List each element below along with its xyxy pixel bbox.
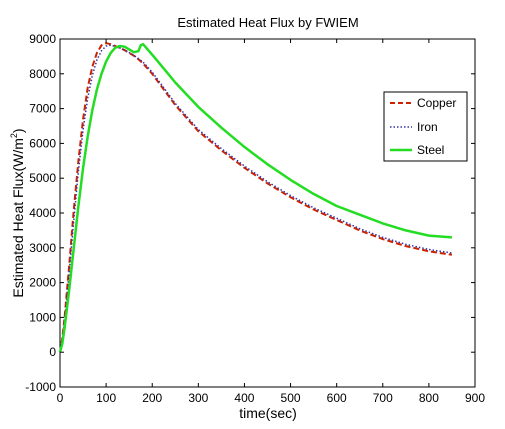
y-axis-label: Estimated Heat Flux(W/m2) — [9, 128, 26, 297]
y-tick-label: 6000 — [29, 136, 56, 150]
series-line-copper — [59, 42, 453, 353]
x-tick-label: 600 — [327, 391, 347, 405]
plot-area — [59, 38, 476, 388]
legend-label-steel: Steel — [417, 143, 444, 157]
y-tick-label: 5000 — [29, 171, 56, 185]
legend-label-copper: Copper — [417, 96, 456, 110]
x-axis-label: time(sec) — [239, 405, 297, 421]
y-tick-label: -1000 — [25, 380, 56, 394]
y-tick-label: 0 — [49, 345, 56, 359]
x-tick-label: 900 — [465, 391, 485, 405]
legend: Copper Iron Steel — [383, 91, 468, 162]
x-tick-label: 0 — [57, 391, 64, 405]
legend-label-iron: Iron — [417, 120, 438, 134]
y-axis-label-suffix: ) — [10, 128, 26, 133]
y-tick-label: 2000 — [29, 276, 56, 290]
y-tick-label: 7000 — [29, 102, 56, 116]
ticks-layer: 0 100 200 300 400 500 600 700 800 900-10000100020… — [25, 32, 485, 405]
y-axis-label-superscript: 2 — [9, 133, 19, 138]
y-axis-label-main: Estimated Heat Flux(W/m — [10, 138, 26, 297]
series-line-steel — [58, 42, 452, 353]
series-layer — [58, 42, 453, 353]
series-line-iron — [59, 44, 453, 353]
x-tick-label: 100 — [96, 391, 116, 405]
y-tick-label: 4000 — [29, 206, 56, 220]
x-tick-label: 700 — [373, 391, 393, 405]
x-tick-label: 400 — [234, 391, 254, 405]
y-tick-label: 3000 — [29, 241, 56, 255]
x-tick-label: 800 — [419, 391, 439, 405]
x-tick-label: 500 — [281, 391, 301, 405]
chart-title: Estimated Heat Flux by FWIEM — [177, 15, 358, 30]
y-tick-label: 1000 — [29, 310, 56, 324]
y-tick-label: 8000 — [29, 67, 56, 81]
plot-frame — [59, 38, 476, 388]
y-tick-label: 9000 — [29, 32, 56, 46]
x-tick-label: 200 — [142, 391, 162, 405]
x-tick-label: 300 — [188, 391, 208, 405]
